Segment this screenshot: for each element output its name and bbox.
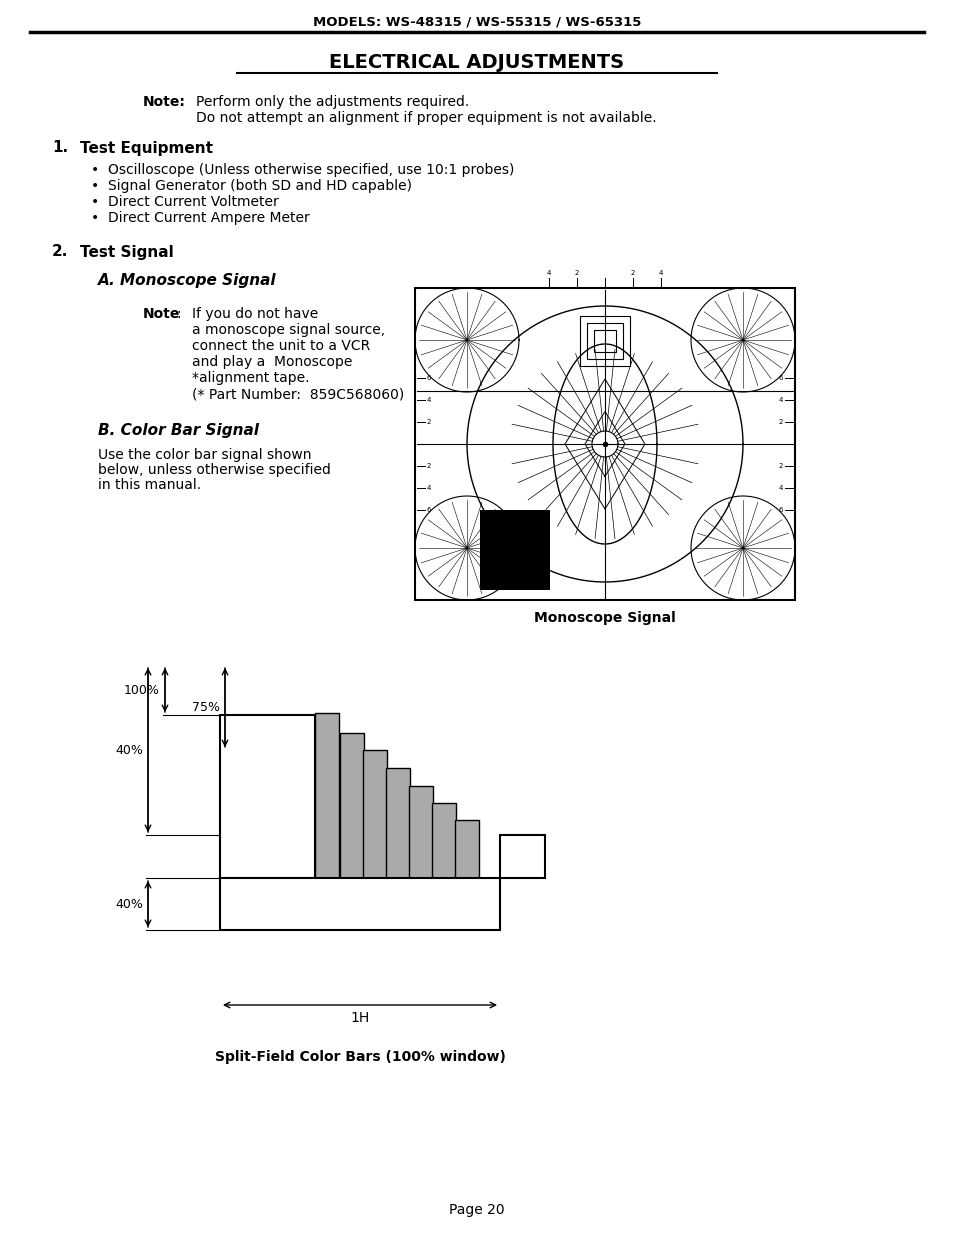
Text: connect the unit to a VCR: connect the unit to a VCR bbox=[192, 338, 370, 353]
Text: :: : bbox=[175, 308, 180, 321]
Bar bbox=[492, 520, 547, 590]
Text: 2: 2 bbox=[778, 419, 782, 425]
Text: 75%: 75% bbox=[192, 701, 220, 714]
Text: 40%: 40% bbox=[115, 898, 143, 910]
Text: 6: 6 bbox=[778, 375, 782, 382]
Bar bbox=[586, 324, 622, 359]
Bar bbox=[339, 734, 364, 878]
Bar bbox=[523, 550, 545, 590]
Text: Monoscope Signal: Monoscope Signal bbox=[534, 611, 675, 625]
Text: •: • bbox=[91, 211, 99, 225]
Bar bbox=[432, 803, 456, 878]
Text: If you do not have: If you do not have bbox=[192, 308, 318, 321]
Text: 2.: 2. bbox=[52, 245, 69, 259]
Text: •: • bbox=[91, 163, 99, 177]
Text: 4: 4 bbox=[427, 396, 431, 403]
Text: 4: 4 bbox=[546, 270, 551, 275]
Bar bbox=[515, 540, 544, 590]
Text: Test Signal: Test Signal bbox=[80, 245, 173, 259]
Text: (* Part Number:  859C568060): (* Part Number: 859C568060) bbox=[192, 387, 404, 401]
Bar bbox=[594, 330, 616, 352]
Text: 4: 4 bbox=[778, 396, 782, 403]
Text: 1H: 1H bbox=[350, 1011, 369, 1025]
Bar bbox=[499, 835, 544, 878]
Text: 6: 6 bbox=[778, 508, 782, 513]
Text: B. Color Bar Signal: B. Color Bar Signal bbox=[98, 422, 258, 437]
Text: •: • bbox=[91, 195, 99, 209]
Text: ELECTRICAL ADJUSTMENTS: ELECTRICAL ADJUSTMENTS bbox=[329, 53, 624, 72]
Text: Page 20: Page 20 bbox=[449, 1203, 504, 1216]
Text: 2: 2 bbox=[427, 463, 431, 469]
Text: 6: 6 bbox=[427, 375, 431, 382]
Bar bbox=[409, 785, 433, 878]
Text: 40%: 40% bbox=[115, 743, 143, 757]
Text: 100%: 100% bbox=[124, 683, 160, 697]
Text: Note: Note bbox=[143, 308, 180, 321]
Text: A. Monoscope Signal: A. Monoscope Signal bbox=[98, 273, 276, 288]
Text: Use the color bar signal shown: Use the color bar signal shown bbox=[98, 448, 312, 462]
Text: 1.: 1. bbox=[52, 141, 68, 156]
Bar bbox=[363, 750, 387, 878]
Bar bbox=[220, 715, 314, 878]
Bar bbox=[415, 288, 794, 600]
Text: 2: 2 bbox=[630, 270, 635, 275]
Text: Split-Field Color Bars (100% window): Split-Field Color Bars (100% window) bbox=[214, 1050, 505, 1065]
Text: 2: 2 bbox=[575, 270, 578, 275]
Bar bbox=[579, 316, 629, 366]
Text: and play a  Monoscope: and play a Monoscope bbox=[192, 354, 352, 369]
Text: Test Equipment: Test Equipment bbox=[80, 141, 213, 156]
Text: 2: 2 bbox=[427, 419, 431, 425]
Bar bbox=[455, 820, 478, 878]
Text: below, unless otherwise specified: below, unless otherwise specified bbox=[98, 463, 331, 477]
Text: Signal Generator (both SD and HD capable): Signal Generator (both SD and HD capable… bbox=[108, 179, 412, 193]
Text: Direct Current Ampere Meter: Direct Current Ampere Meter bbox=[108, 211, 310, 225]
Bar bbox=[386, 768, 410, 878]
Text: Perform only the adjustments required.: Perform only the adjustments required. bbox=[195, 95, 469, 109]
Text: 4: 4 bbox=[778, 485, 782, 492]
Text: a monoscope signal source,: a monoscope signal source, bbox=[192, 324, 385, 337]
Text: 6: 6 bbox=[427, 508, 431, 513]
Text: in this manual.: in this manual. bbox=[98, 478, 201, 492]
Text: MODELS: WS-48315 / WS-55315 / WS-65315: MODELS: WS-48315 / WS-55315 / WS-65315 bbox=[313, 16, 640, 28]
Bar bbox=[479, 510, 550, 590]
Bar bbox=[220, 878, 499, 930]
Text: Note:: Note: bbox=[143, 95, 186, 109]
Text: •: • bbox=[91, 179, 99, 193]
Text: 4: 4 bbox=[427, 485, 431, 492]
Text: *alignment tape.: *alignment tape. bbox=[192, 370, 309, 385]
Bar bbox=[314, 713, 338, 878]
Text: Oscilloscope (Unless otherwise specified, use 10:1 probes): Oscilloscope (Unless otherwise specified… bbox=[108, 163, 514, 177]
Bar bbox=[504, 530, 544, 590]
Text: Do not attempt an alignment if proper equipment is not available.: Do not attempt an alignment if proper eq… bbox=[195, 111, 656, 125]
Text: Direct Current Voltmeter: Direct Current Voltmeter bbox=[108, 195, 278, 209]
Text: 4: 4 bbox=[659, 270, 662, 275]
Text: 2: 2 bbox=[778, 463, 782, 469]
